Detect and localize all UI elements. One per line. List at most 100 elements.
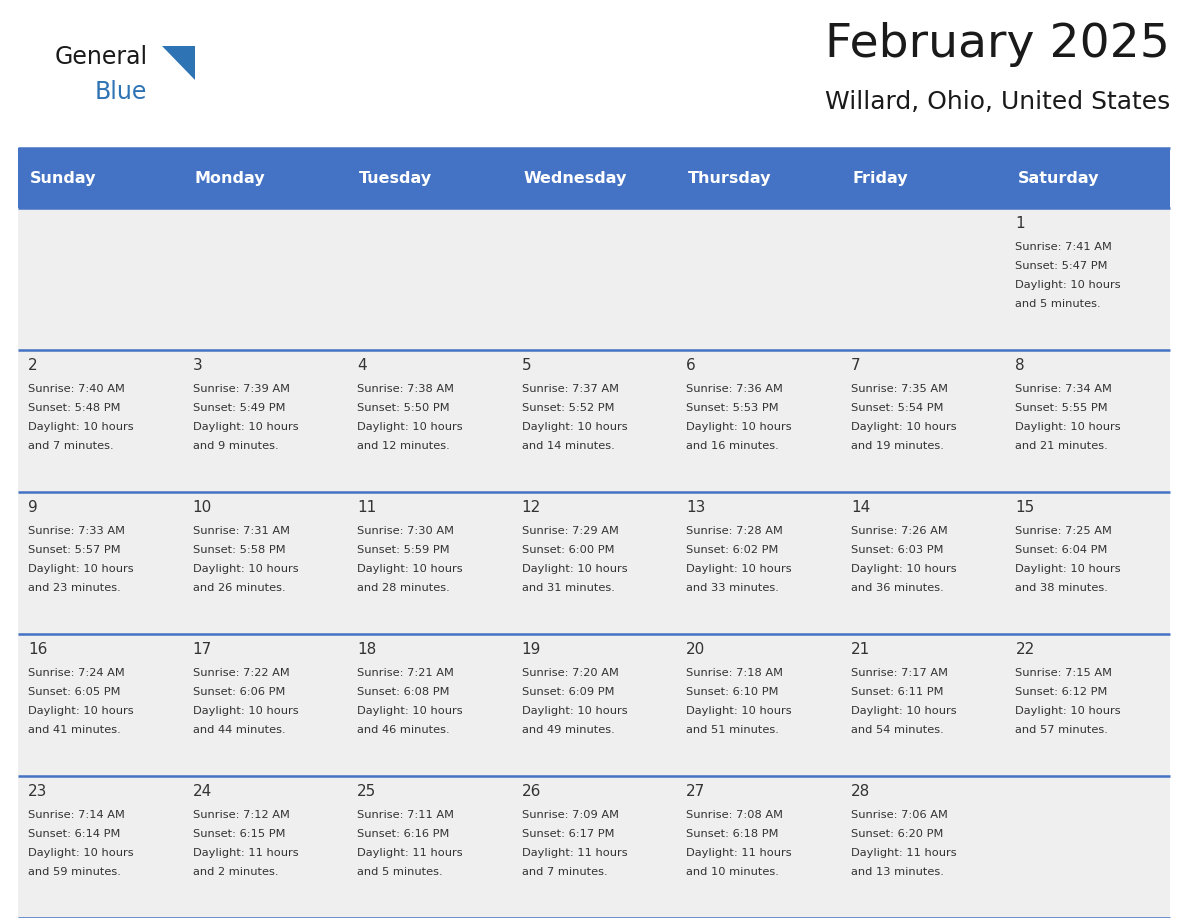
Bar — [841, 492, 1005, 634]
Bar — [1005, 634, 1170, 776]
Text: and 44 minutes.: and 44 minutes. — [192, 725, 285, 735]
Text: 4: 4 — [358, 358, 367, 373]
Text: 8: 8 — [1016, 358, 1025, 373]
Text: Daylight: 10 hours: Daylight: 10 hours — [192, 422, 298, 432]
Text: Daylight: 10 hours: Daylight: 10 hours — [358, 706, 463, 716]
Text: Sunrise: 7:09 AM: Sunrise: 7:09 AM — [522, 810, 619, 820]
Text: Daylight: 11 hours: Daylight: 11 hours — [192, 848, 298, 858]
Bar — [183, 208, 347, 350]
Text: 22: 22 — [1016, 642, 1035, 657]
Text: and 10 minutes.: and 10 minutes. — [687, 867, 779, 877]
Text: and 33 minutes.: and 33 minutes. — [687, 583, 779, 593]
Text: and 57 minutes.: and 57 minutes. — [1016, 725, 1108, 735]
Bar — [183, 634, 347, 776]
Text: Thursday: Thursday — [688, 171, 772, 185]
Text: Daylight: 10 hours: Daylight: 10 hours — [522, 564, 627, 574]
Text: Daylight: 10 hours: Daylight: 10 hours — [29, 706, 133, 716]
Text: and 5 minutes.: and 5 minutes. — [358, 867, 443, 877]
Text: Sunset: 5:57 PM: Sunset: 5:57 PM — [29, 545, 121, 555]
Text: and 19 minutes.: and 19 minutes. — [851, 441, 943, 451]
Text: Sunrise: 7:21 AM: Sunrise: 7:21 AM — [358, 668, 454, 678]
Bar — [512, 634, 676, 776]
Bar — [347, 208, 512, 350]
Text: General: General — [55, 45, 148, 69]
Text: Sunset: 6:06 PM: Sunset: 6:06 PM — [192, 687, 285, 697]
Text: Daylight: 10 hours: Daylight: 10 hours — [29, 848, 133, 858]
Text: Daylight: 10 hours: Daylight: 10 hours — [358, 564, 463, 574]
Text: Sunset: 6:03 PM: Sunset: 6:03 PM — [851, 545, 943, 555]
Text: Wednesday: Wednesday — [524, 171, 627, 185]
Bar — [18, 776, 183, 918]
Bar — [676, 208, 841, 350]
Text: Daylight: 11 hours: Daylight: 11 hours — [358, 848, 463, 858]
Text: and 7 minutes.: and 7 minutes. — [522, 867, 607, 877]
Text: and 21 minutes.: and 21 minutes. — [1016, 441, 1108, 451]
Text: 24: 24 — [192, 784, 211, 799]
Text: Daylight: 10 hours: Daylight: 10 hours — [851, 564, 956, 574]
Text: Sunset: 5:58 PM: Sunset: 5:58 PM — [192, 545, 285, 555]
Text: Sunset: 6:14 PM: Sunset: 6:14 PM — [29, 829, 120, 839]
Bar — [1005, 492, 1170, 634]
Text: Sunrise: 7:22 AM: Sunrise: 7:22 AM — [192, 668, 290, 678]
Text: Sunset: 6:00 PM: Sunset: 6:00 PM — [522, 545, 614, 555]
Text: and 54 minutes.: and 54 minutes. — [851, 725, 943, 735]
Text: Sunset: 5:48 PM: Sunset: 5:48 PM — [29, 403, 120, 413]
Text: Sunset: 5:54 PM: Sunset: 5:54 PM — [851, 403, 943, 413]
Text: 27: 27 — [687, 784, 706, 799]
Bar — [512, 208, 676, 350]
Text: Daylight: 11 hours: Daylight: 11 hours — [851, 848, 956, 858]
Text: Daylight: 11 hours: Daylight: 11 hours — [687, 848, 792, 858]
Text: and 9 minutes.: and 9 minutes. — [192, 441, 278, 451]
Text: 9: 9 — [29, 500, 38, 515]
Bar — [1005, 776, 1170, 918]
Text: Daylight: 10 hours: Daylight: 10 hours — [192, 564, 298, 574]
Bar — [841, 634, 1005, 776]
Text: 19: 19 — [522, 642, 541, 657]
Text: 25: 25 — [358, 784, 377, 799]
Text: and 46 minutes.: and 46 minutes. — [358, 725, 450, 735]
Text: Daylight: 10 hours: Daylight: 10 hours — [358, 422, 463, 432]
Text: Sunset: 5:52 PM: Sunset: 5:52 PM — [522, 403, 614, 413]
Text: 5: 5 — [522, 358, 531, 373]
Text: and 59 minutes.: and 59 minutes. — [29, 867, 121, 877]
Text: Sunrise: 7:41 AM: Sunrise: 7:41 AM — [1016, 242, 1112, 252]
Text: Daylight: 10 hours: Daylight: 10 hours — [1016, 564, 1121, 574]
Text: Sunrise: 7:34 AM: Sunrise: 7:34 AM — [1016, 384, 1112, 394]
Text: 17: 17 — [192, 642, 211, 657]
Text: Tuesday: Tuesday — [359, 171, 432, 185]
Text: Sunrise: 7:33 AM: Sunrise: 7:33 AM — [29, 526, 125, 536]
Text: Sunday: Sunday — [30, 171, 96, 185]
Text: 26: 26 — [522, 784, 541, 799]
Text: and 23 minutes.: and 23 minutes. — [29, 583, 121, 593]
Text: Daylight: 10 hours: Daylight: 10 hours — [1016, 280, 1121, 290]
Text: Daylight: 10 hours: Daylight: 10 hours — [687, 564, 792, 574]
Text: Blue: Blue — [95, 80, 147, 104]
Text: Sunrise: 7:31 AM: Sunrise: 7:31 AM — [192, 526, 290, 536]
Text: Sunset: 5:50 PM: Sunset: 5:50 PM — [358, 403, 450, 413]
Bar — [18, 350, 183, 492]
Text: and 51 minutes.: and 51 minutes. — [687, 725, 779, 735]
Text: 16: 16 — [29, 642, 48, 657]
Text: and 5 minutes.: and 5 minutes. — [1016, 299, 1101, 309]
Bar — [347, 776, 512, 918]
Bar — [18, 634, 183, 776]
Text: 6: 6 — [687, 358, 696, 373]
Text: Sunset: 6:18 PM: Sunset: 6:18 PM — [687, 829, 779, 839]
Text: Sunset: 5:53 PM: Sunset: 5:53 PM — [687, 403, 779, 413]
Text: Sunrise: 7:14 AM: Sunrise: 7:14 AM — [29, 810, 125, 820]
Bar — [18, 492, 183, 634]
Text: Sunrise: 7:24 AM: Sunrise: 7:24 AM — [29, 668, 125, 678]
Text: Daylight: 10 hours: Daylight: 10 hours — [687, 422, 792, 432]
Bar — [1005, 350, 1170, 492]
Text: Sunset: 6:20 PM: Sunset: 6:20 PM — [851, 829, 943, 839]
Text: 23: 23 — [29, 784, 48, 799]
Text: February 2025: February 2025 — [826, 22, 1170, 67]
Text: Sunrise: 7:37 AM: Sunrise: 7:37 AM — [522, 384, 619, 394]
Text: Willard, Ohio, United States: Willard, Ohio, United States — [824, 90, 1170, 114]
Text: Sunrise: 7:15 AM: Sunrise: 7:15 AM — [1016, 668, 1112, 678]
Text: Sunrise: 7:39 AM: Sunrise: 7:39 AM — [192, 384, 290, 394]
Text: 14: 14 — [851, 500, 870, 515]
Text: Sunset: 6:05 PM: Sunset: 6:05 PM — [29, 687, 120, 697]
Bar — [183, 492, 347, 634]
Text: Sunrise: 7:08 AM: Sunrise: 7:08 AM — [687, 810, 783, 820]
